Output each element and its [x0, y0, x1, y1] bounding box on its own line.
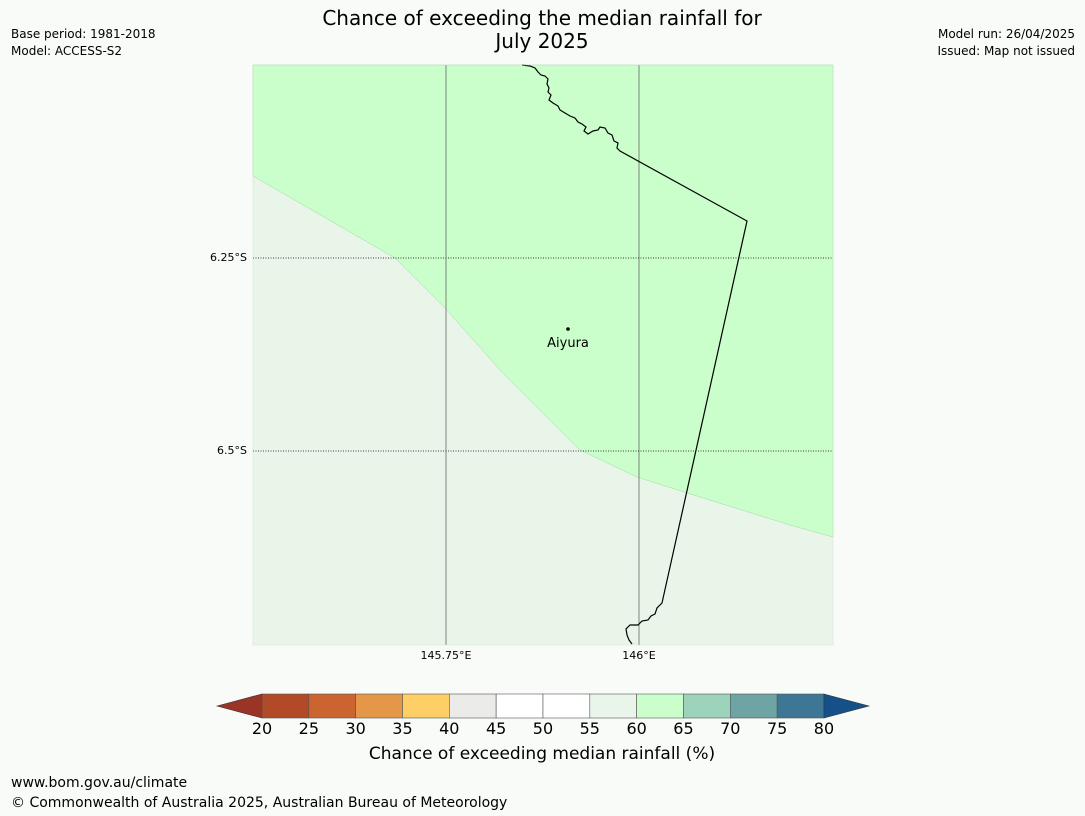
footer-copyright: © Commonwealth of Australia 2025, Austra…	[11, 795, 508, 811]
colorbar-tick-label: 65	[673, 719, 694, 738]
chart-title: Chance of exceeding the median rainfall …	[242, 7, 842, 53]
meta-right: Model run: 26/04/2025 Issued: Map not is…	[937, 26, 1075, 60]
colorbar-segment	[776, 693, 825, 719]
base-period: Base period: 1981-2018	[11, 27, 156, 41]
colorbar-segment	[261, 693, 310, 719]
lon-label: 146°E	[622, 649, 656, 662]
colorbar-tick-label: 50	[532, 719, 554, 738]
colorbar-segment	[542, 693, 591, 719]
colorbar-segment	[729, 693, 778, 719]
lat-label: 6.5°S	[217, 444, 247, 457]
lat-label: 6.25°S	[210, 251, 247, 264]
colorbar-segment	[683, 693, 731, 719]
colorbar-segment	[636, 693, 684, 719]
colorbar-segment	[449, 693, 497, 719]
colorbar-tick-label: 30	[345, 719, 366, 738]
title-line-1: Chance of exceeding the median rainfall …	[322, 6, 762, 30]
colorbar-tick-label: 70	[720, 719, 741, 738]
colorbar-extend-high	[823, 693, 871, 719]
colorbar-segment	[402, 693, 450, 719]
colorbar-segment	[495, 693, 544, 719]
colorbar-segment	[589, 693, 637, 719]
colorbar-segment	[355, 693, 403, 719]
place-label-aiyura: Aiyura	[547, 336, 589, 351]
colorbar-tick-label: 40	[439, 719, 460, 738]
aiyura-marker	[566, 327, 570, 331]
colorbar-tick-label: 35	[392, 719, 413, 738]
colorbar-tick-label: 20	[251, 719, 273, 738]
lon-label: 145.75°E	[420, 649, 472, 662]
colorbar-segment	[308, 693, 356, 719]
colorbar-tick-label: 25	[298, 719, 319, 738]
title-line-2: July 2025	[495, 29, 589, 53]
footer-url: www.bom.gov.au/climate	[11, 775, 188, 791]
colorbar	[215, 693, 871, 719]
model-run: Model run: 26/04/2025	[937, 27, 1075, 41]
map-frame	[252, 64, 834, 646]
model-name: Model: ACCESS-S2	[11, 44, 123, 58]
colorbar-tick-label: 60	[626, 719, 647, 738]
colorbar-tick-label: 55	[579, 719, 600, 738]
issued-status: Issued: Map not issued	[937, 44, 1075, 58]
colorbar-tick-label: 75	[766, 719, 788, 738]
colorbar-extend-low	[215, 693, 263, 719]
meta-left: Base period: 1981-2018 Model: ACCESS-S2	[11, 26, 156, 60]
coastline-border	[521, 64, 748, 645]
colorbar-label: Chance of exceeding median rainfall (%)	[368, 744, 716, 764]
colorbar-tick-label: 45	[485, 719, 507, 738]
colorbar-tick-label: 80	[813, 719, 835, 738]
